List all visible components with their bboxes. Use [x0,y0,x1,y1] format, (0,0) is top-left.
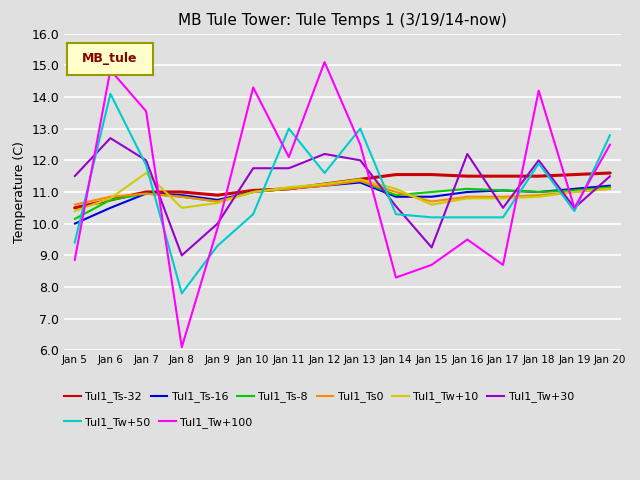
Title: MB Tule Tower: Tule Temps 1 (3/19/14-now): MB Tule Tower: Tule Temps 1 (3/19/14-now… [178,13,507,28]
Legend: Tul1_Tw+50, Tul1_Tw+100: Tul1_Tw+50, Tul1_Tw+100 [64,417,253,428]
Y-axis label: Temperature (C): Temperature (C) [13,141,26,243]
